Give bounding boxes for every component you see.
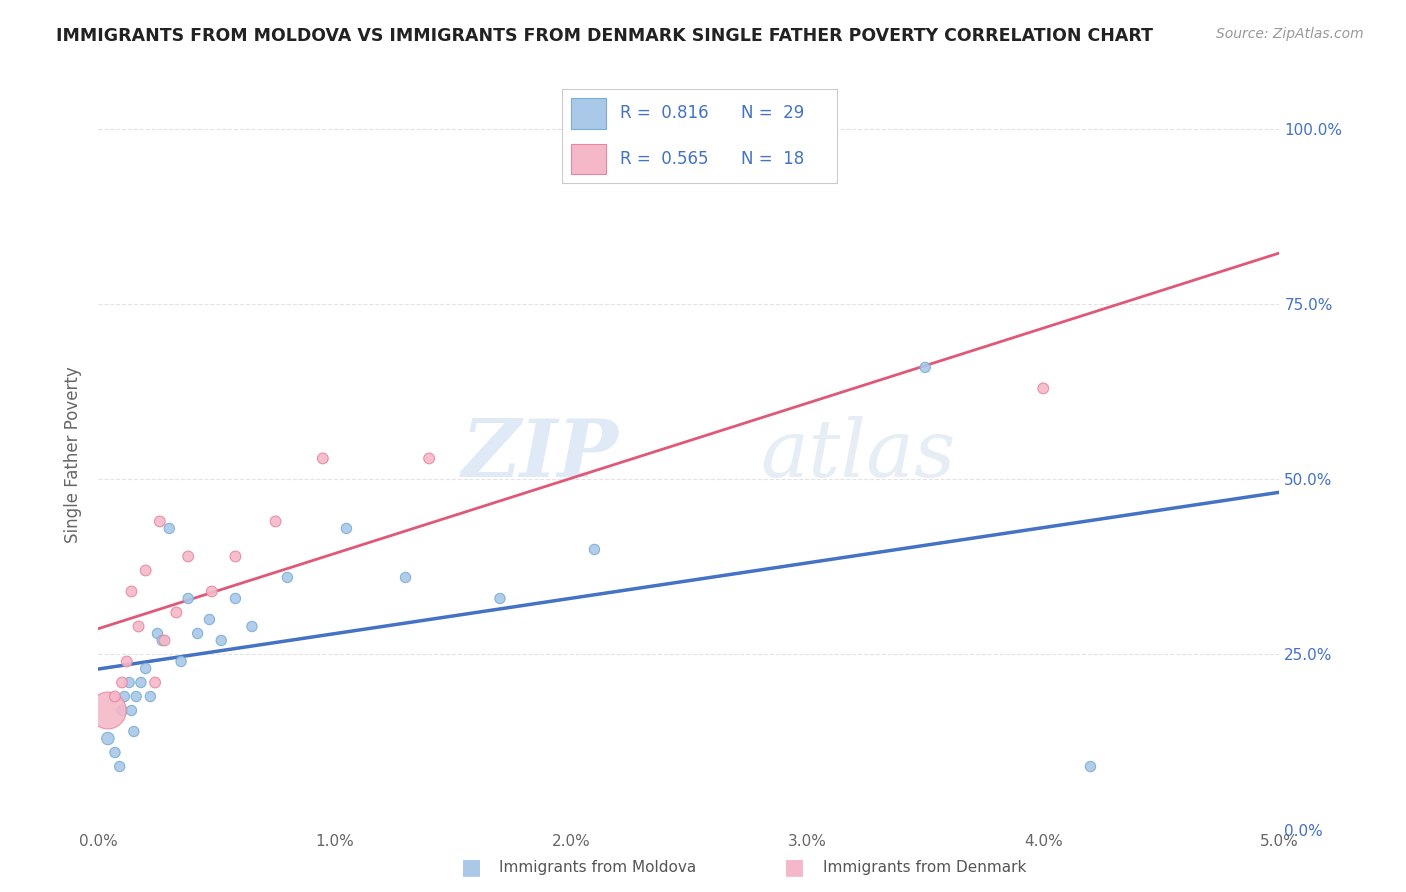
Point bbox=[111, 675, 134, 690]
Y-axis label: Single Father Poverty: Single Father Poverty bbox=[65, 367, 83, 543]
Point bbox=[240, 619, 263, 633]
Point bbox=[97, 704, 120, 718]
Point bbox=[139, 690, 162, 704]
Point bbox=[394, 570, 416, 584]
Point bbox=[276, 570, 298, 584]
Point bbox=[121, 584, 143, 599]
Point bbox=[1032, 381, 1054, 395]
Text: Immigrants from Moldova: Immigrants from Moldova bbox=[499, 860, 696, 874]
Point bbox=[187, 626, 209, 640]
Point bbox=[122, 724, 145, 739]
Point bbox=[224, 549, 246, 564]
Point bbox=[153, 633, 176, 648]
Point bbox=[201, 584, 224, 599]
Point bbox=[149, 515, 172, 529]
Text: atlas: atlas bbox=[759, 417, 955, 493]
Point bbox=[135, 661, 157, 675]
Point bbox=[111, 704, 134, 718]
Text: N =  29: N = 29 bbox=[741, 104, 804, 122]
Text: R =  0.816: R = 0.816 bbox=[620, 104, 709, 122]
Point bbox=[198, 612, 221, 626]
Text: Immigrants from Denmark: Immigrants from Denmark bbox=[823, 860, 1026, 874]
Point bbox=[143, 675, 166, 690]
Point bbox=[108, 759, 131, 773]
Point bbox=[112, 690, 135, 704]
Point bbox=[104, 690, 127, 704]
Point bbox=[118, 675, 141, 690]
Point bbox=[170, 655, 193, 669]
Text: ZIP: ZIP bbox=[461, 417, 619, 493]
Point bbox=[312, 451, 335, 466]
Text: ■: ■ bbox=[785, 857, 804, 877]
Point bbox=[129, 675, 152, 690]
Point bbox=[104, 746, 127, 760]
Point bbox=[583, 542, 606, 557]
Point bbox=[135, 564, 157, 578]
Point bbox=[177, 591, 200, 606]
Point bbox=[335, 521, 357, 535]
Text: Source: ZipAtlas.com: Source: ZipAtlas.com bbox=[1216, 27, 1364, 41]
Point bbox=[115, 655, 138, 669]
Point bbox=[209, 633, 232, 648]
Point bbox=[264, 515, 287, 529]
Text: R =  0.565: R = 0.565 bbox=[620, 150, 709, 168]
Text: ■: ■ bbox=[461, 857, 481, 877]
Point bbox=[224, 591, 246, 606]
Point bbox=[125, 690, 148, 704]
Point bbox=[418, 451, 440, 466]
Bar bbox=[571, 97, 606, 128]
Point bbox=[150, 633, 173, 648]
Point bbox=[1080, 759, 1102, 773]
Point bbox=[157, 521, 180, 535]
Point bbox=[914, 360, 936, 375]
Point bbox=[177, 549, 200, 564]
Point bbox=[489, 591, 512, 606]
Point bbox=[146, 626, 169, 640]
Point bbox=[97, 731, 120, 746]
Text: IMMIGRANTS FROM MOLDOVA VS IMMIGRANTS FROM DENMARK SINGLE FATHER POVERTY CORRELA: IMMIGRANTS FROM MOLDOVA VS IMMIGRANTS FR… bbox=[56, 27, 1153, 45]
Bar bbox=[571, 144, 606, 175]
Text: N =  18: N = 18 bbox=[741, 150, 804, 168]
Point bbox=[121, 704, 143, 718]
Point bbox=[165, 606, 187, 620]
Point bbox=[128, 619, 150, 633]
